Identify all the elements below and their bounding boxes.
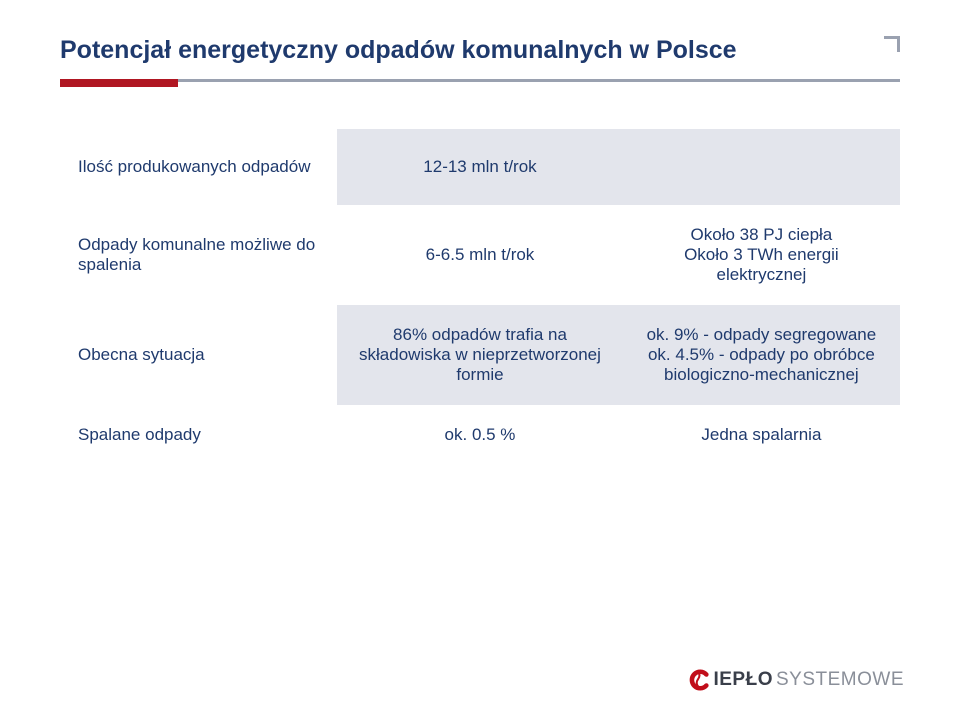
- row-label: Ilość produkowanych odpadów: [60, 129, 337, 205]
- corner-decoration: [884, 36, 900, 52]
- data-table: Ilość produkowanych odpadów 12-13 mln t/…: [60, 129, 900, 465]
- row-label: Obecna sytuacja: [60, 305, 337, 405]
- row-note: ok. 9% - odpady segregowane ok. 4.5% - o…: [623, 305, 900, 405]
- row-label: Odpady komunalne możliwe do spalenia: [60, 205, 337, 305]
- logo-text-light: SYSTEMOWE: [776, 669, 904, 691]
- table-row: Odpady komunalne możliwe do spalenia 6-6…: [60, 205, 900, 305]
- logo-text-bold: IEPŁO: [713, 669, 773, 691]
- table-row: Obecna sytuacja 86% odpadów trafia na sk…: [60, 305, 900, 405]
- row-note: Około 38 PJ ciepłaOkoło 3 TWh energii el…: [623, 205, 900, 305]
- table-row: Ilość produkowanych odpadów 12-13 mln t/…: [60, 129, 900, 205]
- logo-c-icon: [688, 669, 710, 691]
- row-value: 6-6.5 mln t/rok: [337, 205, 623, 305]
- row-value: 86% odpadów trafia na składowiska w niep…: [337, 305, 623, 405]
- row-label: Spalane odpady: [60, 405, 337, 465]
- row-value: 12-13 mln t/rok: [337, 129, 623, 205]
- page-title: Potencjał energetyczny odpadów komunalny…: [60, 36, 900, 65]
- row-note: Jedna spalarnia: [623, 405, 900, 465]
- table-row: Spalane odpady ok. 0.5 % Jedna spalarnia: [60, 405, 900, 465]
- footer-logo: IEPŁO SYSTEMOWE: [688, 669, 904, 691]
- row-value: ok. 0.5 %: [337, 405, 623, 465]
- title-rule: [60, 79, 900, 89]
- row-note: [623, 129, 900, 205]
